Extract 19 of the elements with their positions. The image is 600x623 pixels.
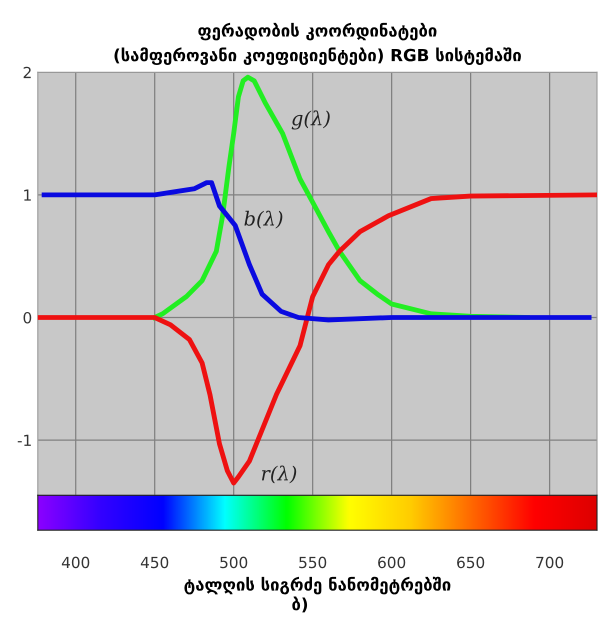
text: ბ) (292, 596, 308, 612)
y-tick-label: -1 (18, 434, 31, 446)
line-series (38, 192, 597, 486)
x-tick-label: 450 (140, 556, 168, 568)
x-tick-label: 400 (62, 556, 90, 568)
chart-title: ფერადობის კოორდინატები (სამფეროვანი კოეფიციენტები) RGB სისტემაში (114, 22, 521, 66)
y-tick-label: 2 (24, 66, 31, 78)
y-tick-label: 0 (24, 312, 32, 324)
series-label: g(λ) (292, 110, 330, 130)
x-tick-label: 700 (536, 556, 564, 568)
x-tick-label: 650 (457, 556, 484, 568)
x-tick-label: 600 (378, 556, 406, 568)
series-label: r(λ) (262, 466, 296, 484)
line-series (42, 180, 592, 322)
series-label: b(λ) (244, 210, 282, 229)
x-tick-label: 550 (299, 556, 326, 568)
x-tick-label: 500 (220, 556, 248, 568)
x-axis-title: ტალღის სიგრძე ნანომეტრებში (184, 576, 450, 594)
y-tick-label: 1 (24, 190, 31, 201)
